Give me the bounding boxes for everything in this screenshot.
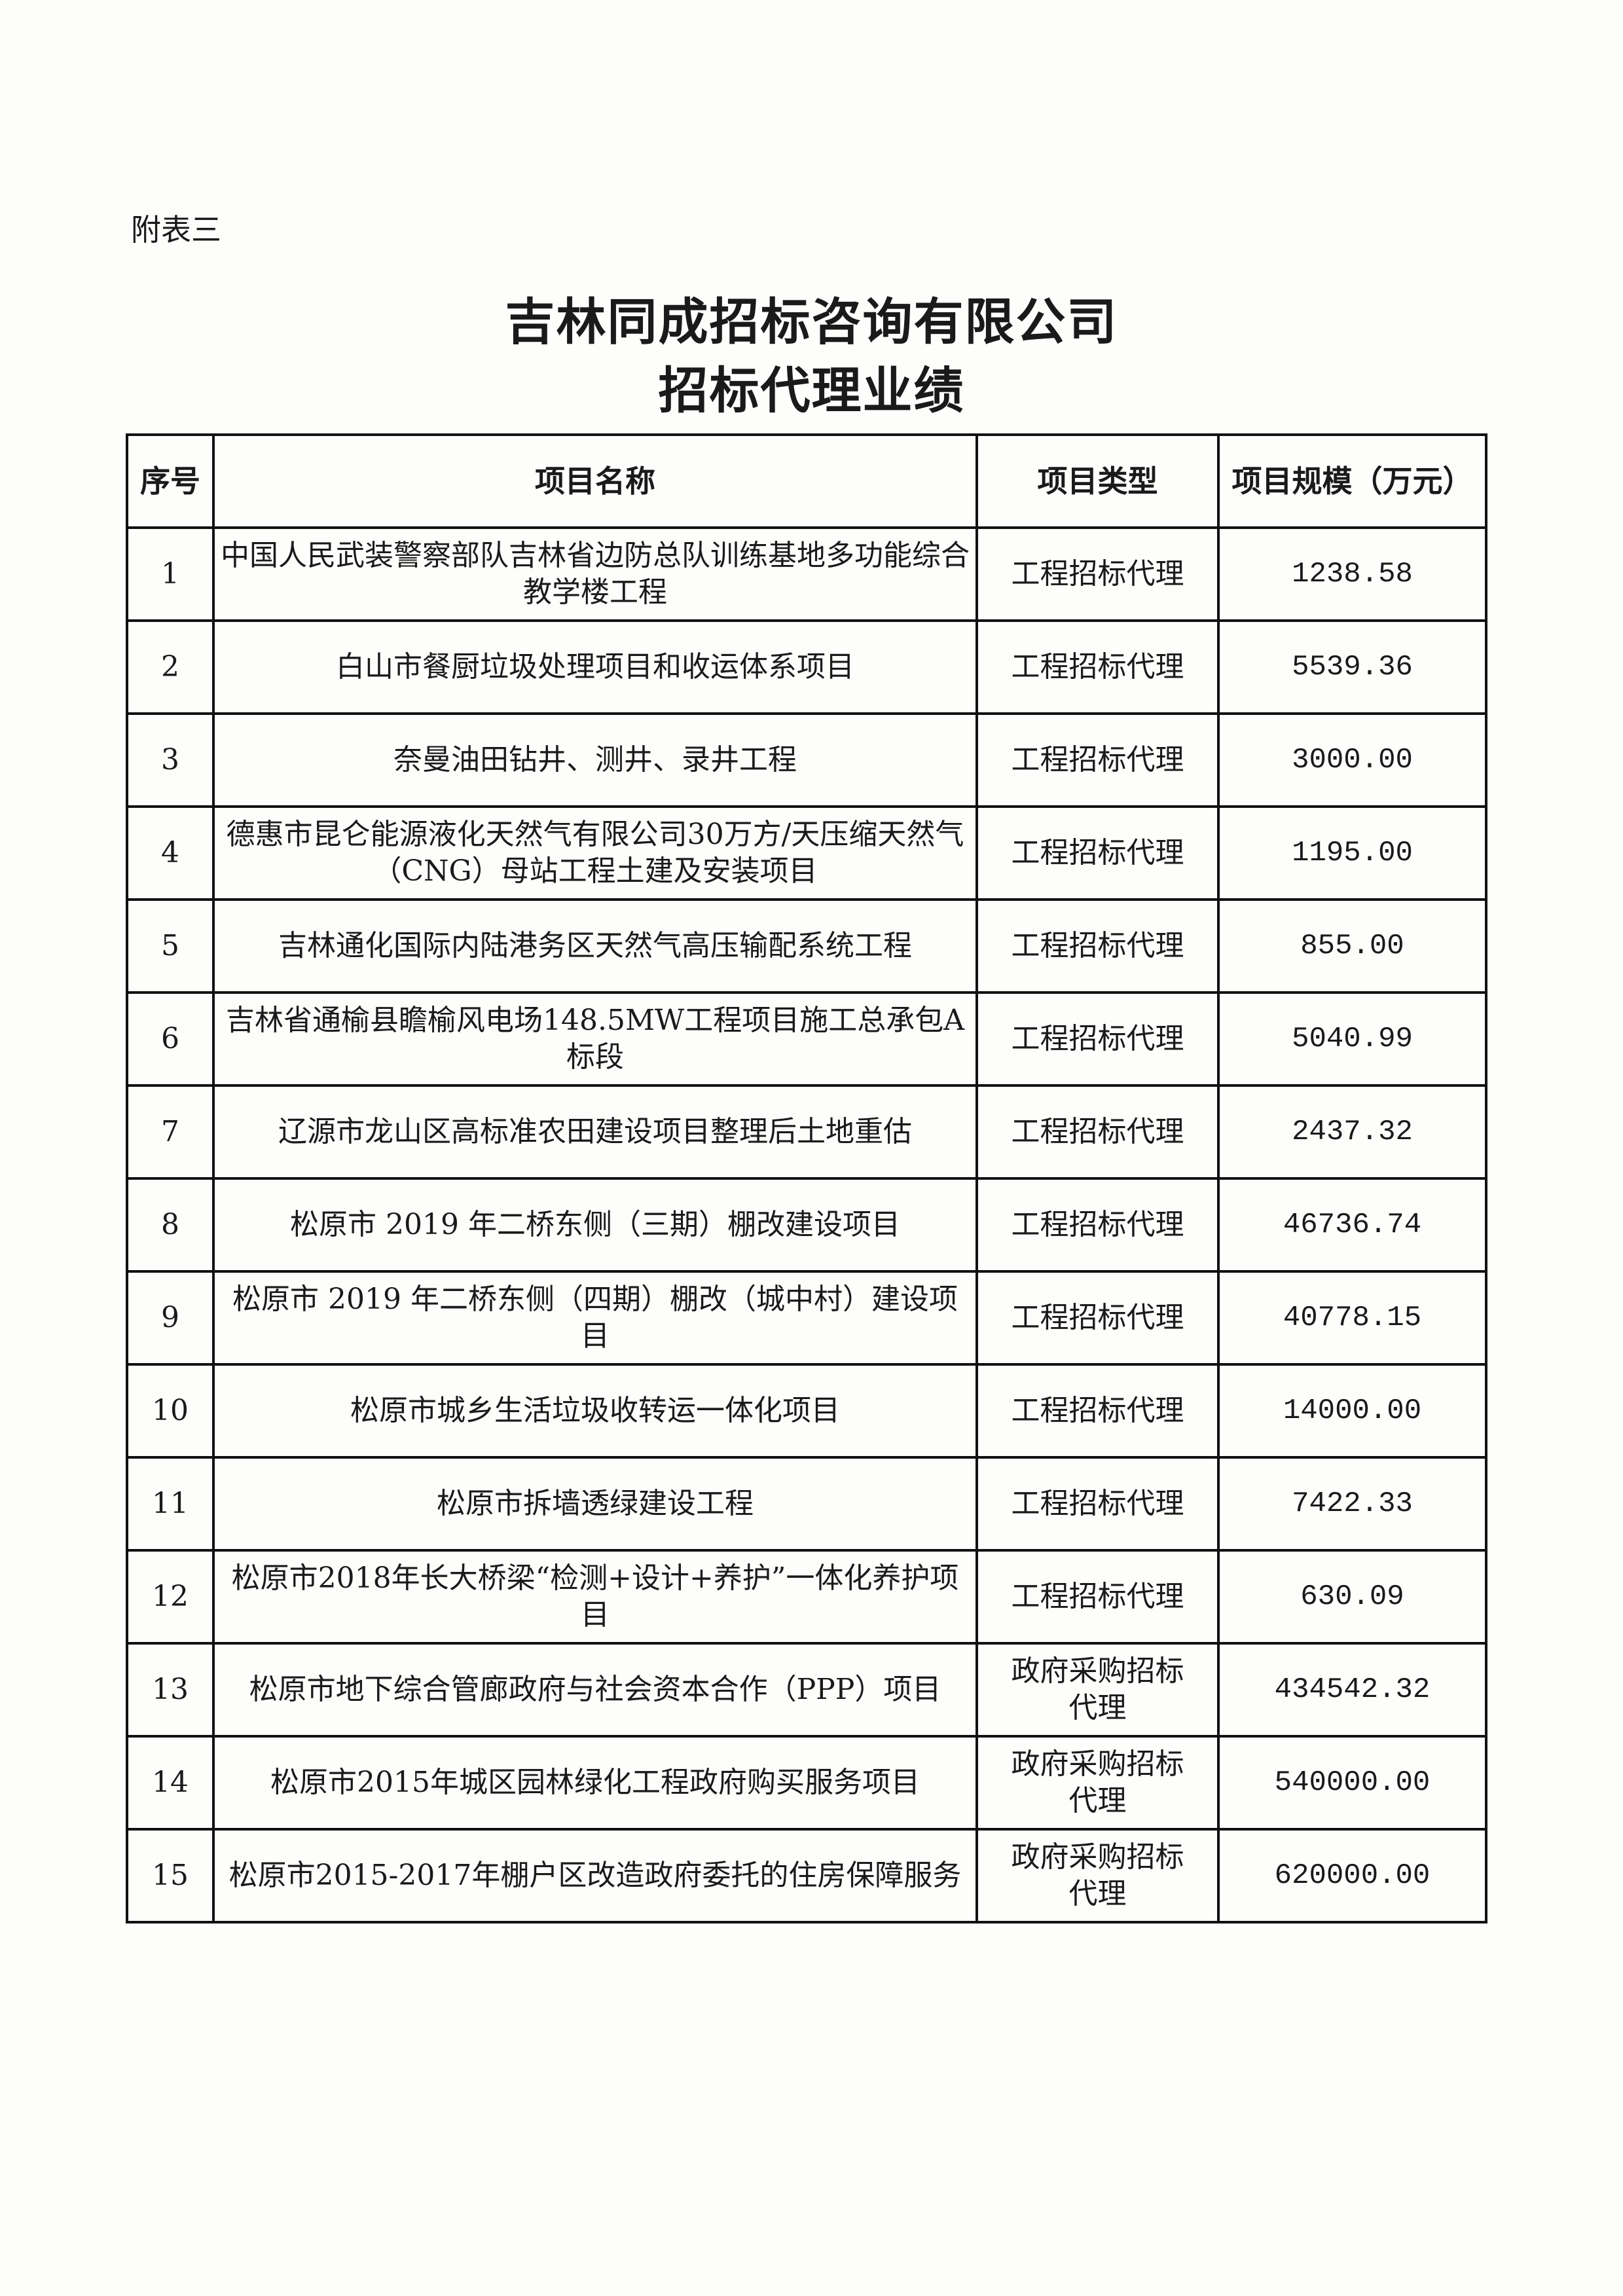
- cell-name: 松原市 2019 年二桥东侧（三期）棚改建设项目: [212, 1177, 978, 1273]
- company-title: 吉林同成招标咨询有限公司: [505, 293, 1118, 351]
- cell-type: 工程招标代理: [976, 526, 1220, 622]
- cell-scale: 630.09: [1217, 1549, 1487, 1645]
- cell-no: 9: [126, 1270, 215, 1366]
- cell-scale: 5040.99: [1217, 991, 1487, 1087]
- cell-no: 1: [126, 526, 215, 622]
- cell-type: 工程招标代理: [976, 1456, 1220, 1552]
- header-name: 项目名称: [212, 433, 978, 529]
- table-row: 15 松原市2015-2017年棚户区改造政府委托的住房保障服务 政府采购招标代理 6…: [126, 1828, 1487, 1923]
- cell-no: 2: [126, 619, 215, 715]
- cell-scale: 540000.00: [1217, 1735, 1487, 1831]
- cell-scale: 855.00: [1217, 898, 1487, 994]
- cell-type: 工程招标代理: [976, 1549, 1220, 1645]
- table-row: 14 松原市2015年城区园林绿化工程政府购买服务项目 政府采购招标代理 540000…: [126, 1735, 1487, 1831]
- cell-scale: 14000.00: [1217, 1363, 1487, 1459]
- cell-no: 12: [126, 1549, 215, 1645]
- cell-name: 德惠市昆仑能源液化天然气有限公司30万方/天压缩天然气（CNG）母站工程土建及安…: [212, 805, 978, 901]
- cell-no: 7: [126, 1084, 215, 1180]
- cell-type: 政府采购招标代理: [976, 1828, 1220, 1923]
- table-row: 8 松原市 2019 年二桥东侧（三期）棚改建设项目 工程招标代理 46736.74: [126, 1177, 1487, 1273]
- cell-scale: 2437.32: [1217, 1084, 1487, 1180]
- cell-no: 11: [126, 1456, 215, 1552]
- cell-scale: 46736.74: [1217, 1177, 1487, 1273]
- cell-scale: 1238.58: [1217, 526, 1487, 622]
- cell-type: 工程招标代理: [976, 1177, 1220, 1273]
- cell-scale: 434542.32: [1217, 1642, 1487, 1738]
- cell-name: 松原市2015-2017年棚户区改造政府委托的住房保障服务: [212, 1828, 978, 1923]
- cell-no: 6: [126, 991, 215, 1087]
- table-row: 11 松原市拆墙透绿建设工程 工程招标代理 7422.33: [126, 1456, 1487, 1552]
- table-row: 1 中国人民武装警察部队吉林省边防总队训练基地多功能综合教学楼工程 工程招标代理 12…: [126, 526, 1487, 622]
- cell-type: 工程招标代理: [976, 991, 1220, 1087]
- cell-name: 松原市2015年城区园林绿化工程政府购买服务项目: [212, 1735, 978, 1831]
- cell-name: 松原市 2019 年二桥东侧（四期）棚改（城中村）建设项目: [212, 1270, 978, 1366]
- cell-type: 政府采购招标代理: [976, 1642, 1220, 1738]
- cell-no: 15: [126, 1828, 215, 1923]
- cell-type: 工程招标代理: [976, 1363, 1220, 1459]
- cell-name: 松原市城乡生活垃圾收转运一体化项目: [212, 1363, 978, 1459]
- cell-no: 13: [126, 1642, 215, 1738]
- cell-name: 白山市餐厨垃圾处理项目和收运体系项目: [212, 619, 978, 715]
- cell-name: 松原市2018年长大桥梁“检测+设计+养护”一体化养护项目: [212, 1549, 978, 1645]
- cell-scale: 5539.36: [1217, 619, 1487, 715]
- table-row: 2 白山市餐厨垃圾处理项目和收运体系项目 工程招标代理 5539.36: [126, 619, 1487, 715]
- cell-no: 10: [126, 1363, 215, 1459]
- cell-no: 4: [126, 805, 215, 901]
- cell-type: 工程招标代理: [976, 1270, 1220, 1366]
- table-row: 7 辽源市龙山区高标准农田建设项目整理后土地重估 工程招标代理 2437.32: [126, 1084, 1487, 1180]
- cell-no: 5: [126, 898, 215, 994]
- table-row: 13 松原市地下综合管廊政府与社会资本合作（PPP）项目 政府采购招标代理 43454…: [126, 1642, 1487, 1738]
- table-header-row: 序号 项目名称 项目类型 项目规模（万元）: [126, 433, 1487, 529]
- cell-scale: 3000.00: [1217, 712, 1487, 808]
- cell-type: 政府采购招标代理: [976, 1735, 1220, 1831]
- cell-scale: 7422.33: [1217, 1456, 1487, 1552]
- cell-name: 吉林省通榆县瞻榆风电场148.5MW工程项目施工总承包A标段: [212, 991, 978, 1087]
- cell-no: 3: [126, 712, 215, 808]
- cell-scale: 40778.15: [1217, 1270, 1487, 1366]
- cell-name: 中国人民武装警察部队吉林省边防总队训练基地多功能综合教学楼工程: [212, 526, 978, 622]
- header-type: 项目类型: [976, 433, 1220, 529]
- table-row: 3 奈曼油田钻井、测井、录井工程 工程招标代理 3000.00: [126, 712, 1487, 808]
- appendix-label: 附表三: [131, 212, 221, 247]
- table-row: 9 松原市 2019 年二桥东侧（四期）棚改（城中村）建设项目 工程招标代理 4077…: [126, 1270, 1487, 1366]
- cell-type: 工程招标代理: [976, 619, 1220, 715]
- cell-name: 吉林通化国际内陆港务区天然气高压输配系统工程: [212, 898, 978, 994]
- header-scale: 项目规模（万元）: [1217, 433, 1487, 529]
- performance-table: 序号 项目名称 项目类型 项目规模（万元） 1 中国人民武装警察部队吉林省边防总队…: [126, 433, 1487, 1923]
- cell-type: 工程招标代理: [976, 712, 1220, 808]
- table-row: 5 吉林通化国际内陆港务区天然气高压输配系统工程 工程招标代理 855.00: [126, 898, 1487, 994]
- cell-name: 辽源市龙山区高标准农田建设项目整理后土地重估: [212, 1084, 978, 1180]
- cell-type: 工程招标代理: [976, 1084, 1220, 1180]
- table-row: 12 松原市2018年长大桥梁“检测+设计+养护”一体化养护项目 工程招标代理 630…: [126, 1549, 1487, 1645]
- document-title: 招标代理业绩: [658, 361, 965, 420]
- cell-name: 松原市拆墙透绿建设工程: [212, 1456, 978, 1552]
- cell-name: 松原市地下综合管廊政府与社会资本合作（PPP）项目: [212, 1642, 978, 1738]
- table-row: 4 德惠市昆仑能源液化天然气有限公司30万方/天压缩天然气（CNG）母站工程土建及…: [126, 805, 1487, 901]
- cell-no: 14: [126, 1735, 215, 1831]
- cell-scale: 1195.00: [1217, 805, 1487, 901]
- cell-type: 工程招标代理: [976, 805, 1220, 901]
- cell-type: 工程招标代理: [976, 898, 1220, 994]
- cell-no: 8: [126, 1177, 215, 1273]
- cell-scale: 620000.00: [1217, 1828, 1487, 1923]
- table-row: 6 吉林省通榆县瞻榆风电场148.5MW工程项目施工总承包A标段 工程招标代理 504…: [126, 991, 1487, 1087]
- header-no: 序号: [126, 433, 215, 529]
- cell-name: 奈曼油田钻井、测井、录井工程: [212, 712, 978, 808]
- table-row: 10 松原市城乡生活垃圾收转运一体化项目 工程招标代理 14000.00: [126, 1363, 1487, 1459]
